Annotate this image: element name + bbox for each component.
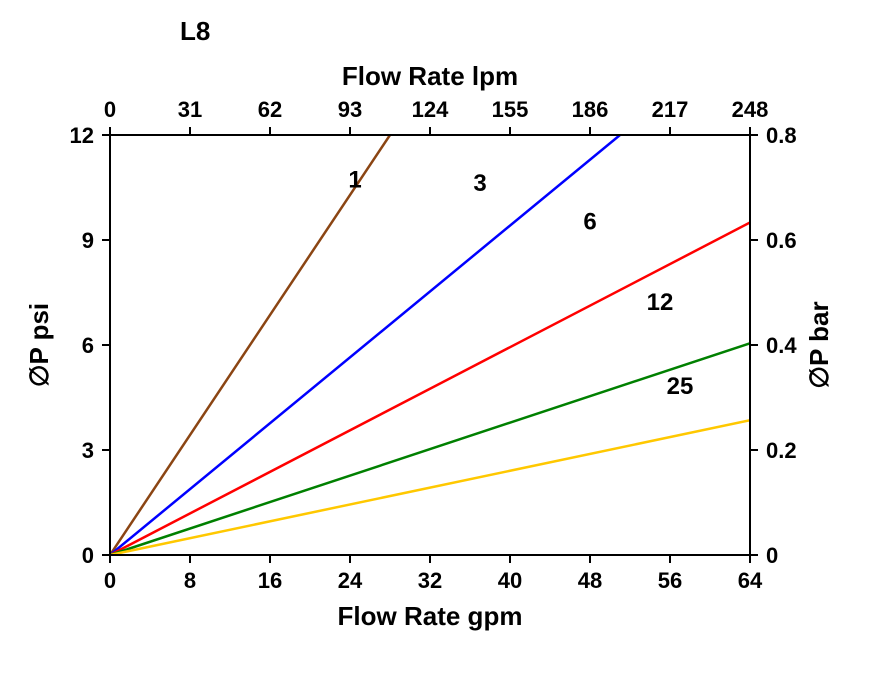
x-top-tick-label: 186 [572, 97, 609, 122]
y-left-tick-label: 12 [70, 123, 94, 148]
series-label-6: 6 [583, 209, 596, 236]
x-bottom-tick-label: 48 [578, 568, 602, 593]
y-right-tick-label: 0.2 [766, 438, 797, 463]
y-right-axis-label: ∅P bar [804, 301, 834, 388]
pressure-flow-chart: 0816243240485664Flow Rate gpm03162931241… [0, 0, 875, 693]
y-right-tick-label: 0.4 [766, 333, 797, 358]
y-left-axis-label: ∅P psi [24, 303, 54, 387]
y-right-tick-label: 0.8 [766, 123, 797, 148]
series-label-25: 25 [667, 373, 694, 400]
series-label-1: 1 [348, 167, 361, 194]
x-top-tick-label: 93 [338, 97, 362, 122]
x-top-tick-label: 124 [412, 97, 449, 122]
x-top-tick-label: 0 [104, 97, 116, 122]
x-top-tick-label: 62 [258, 97, 282, 122]
x-bottom-tick-label: 8 [184, 568, 196, 593]
x-bottom-tick-label: 32 [418, 568, 442, 593]
x-bottom-axis-label: Flow Rate gpm [338, 601, 523, 631]
x-top-tick-label: 31 [178, 97, 202, 122]
x-bottom-tick-label: 40 [498, 568, 522, 593]
series-label-3: 3 [473, 170, 486, 197]
y-left-tick-label: 3 [82, 438, 94, 463]
x-bottom-tick-label: 64 [738, 568, 763, 593]
y-right-tick-label: 0.6 [766, 228, 797, 253]
x-bottom-tick-label: 16 [258, 568, 282, 593]
y-left-tick-label: 9 [82, 228, 94, 253]
y-left-tick-label: 0 [82, 543, 94, 568]
x-bottom-tick-label: 56 [658, 568, 682, 593]
x-bottom-tick-label: 24 [338, 568, 363, 593]
chart-container: 0816243240485664Flow Rate gpm03162931241… [0, 0, 875, 693]
y-left-tick-label: 6 [82, 333, 94, 358]
chart-title: L8 [180, 16, 210, 46]
x-top-tick-label: 248 [732, 97, 769, 122]
x-bottom-tick-label: 0 [104, 568, 116, 593]
y-right-tick-label: 0 [766, 543, 778, 568]
x-top-tick-label: 217 [652, 97, 689, 122]
x-top-tick-label: 155 [492, 97, 529, 122]
series-label-12: 12 [647, 289, 674, 316]
x-top-axis-label: Flow Rate lpm [342, 61, 518, 91]
